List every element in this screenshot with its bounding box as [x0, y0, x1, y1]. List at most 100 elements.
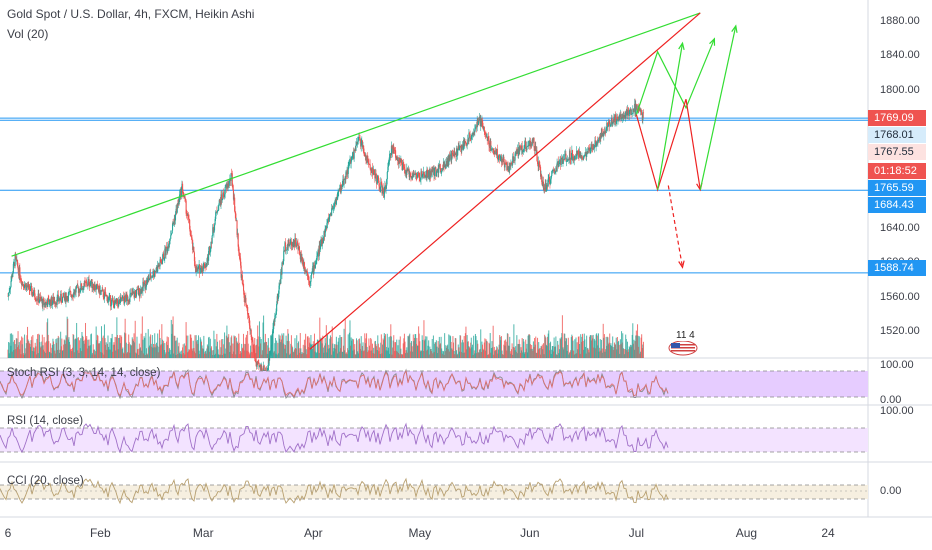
candle-body — [544, 187, 546, 191]
candle-body — [219, 200, 221, 201]
candle-body — [579, 151, 581, 157]
candle-body — [326, 222, 328, 229]
volume-bar — [293, 349, 295, 358]
volume-bar — [418, 333, 420, 358]
candle-body — [147, 277, 149, 279]
volume-bar — [477, 352, 479, 358]
candle-body — [602, 133, 604, 136]
candle-body — [502, 158, 504, 162]
volume-bar — [101, 352, 103, 358]
candle-body — [318, 245, 320, 257]
volume-bar — [312, 348, 314, 358]
volume-bar — [244, 344, 246, 358]
volume-bar — [296, 354, 298, 358]
volume-bar — [122, 352, 124, 358]
volume-bar — [132, 340, 134, 358]
candle-body — [390, 145, 392, 156]
volume-bar — [431, 338, 433, 358]
volume-bar — [408, 336, 410, 358]
candle-body — [157, 264, 159, 267]
candle-body — [619, 114, 621, 120]
candle-body — [505, 163, 507, 164]
candle-body — [16, 259, 19, 266]
price-label: 1588.74 — [868, 260, 926, 276]
volume-bar — [141, 350, 143, 358]
candle-body — [430, 170, 432, 177]
volume-bar — [100, 351, 102, 358]
candle-body — [82, 288, 84, 290]
event-badge[interactable]: 11 4 — [668, 330, 698, 356]
volume-bar — [460, 335, 462, 358]
volume-bar — [556, 354, 558, 358]
volume-bar — [534, 344, 536, 358]
candle-body — [483, 126, 485, 129]
volume-bar — [140, 333, 142, 358]
volume-bar — [383, 340, 385, 358]
volume-bar — [262, 322, 264, 358]
candle-body — [44, 302, 46, 306]
candle-body — [440, 168, 442, 172]
candle-body — [110, 305, 112, 307]
volume-bar — [98, 343, 100, 358]
candle-body — [216, 211, 218, 213]
volume-bar — [143, 336, 145, 358]
volume-bar — [161, 324, 163, 358]
candle-body — [227, 182, 229, 189]
volume-bar — [322, 347, 324, 358]
volume-bar — [132, 339, 134, 358]
candle-body — [290, 241, 292, 243]
volume-bar — [626, 350, 628, 358]
volume-bar — [519, 352, 521, 358]
candle-body — [636, 108, 638, 110]
candle-body — [293, 240, 295, 247]
volume-bar — [567, 337, 569, 358]
candle-body — [559, 159, 561, 163]
candle-body — [411, 176, 413, 179]
candle-body — [422, 171, 424, 175]
volume-bar — [121, 349, 123, 358]
candle-body — [405, 171, 407, 175]
volume-bar — [621, 342, 623, 358]
volume-bar — [202, 348, 204, 358]
candle-body — [400, 158, 402, 163]
candle-body — [619, 114, 621, 116]
candle-body — [263, 365, 265, 372]
candle-body — [367, 160, 369, 164]
volume-bar — [277, 353, 279, 358]
volume-bar — [484, 350, 486, 358]
volume-bar — [190, 334, 192, 358]
volume-bar — [135, 353, 137, 358]
candle-body — [361, 140, 363, 143]
candle-body — [254, 358, 256, 362]
candle-body — [169, 238, 171, 241]
candle-body — [128, 300, 130, 302]
volume-bar — [498, 344, 500, 358]
candle-body — [97, 285, 99, 290]
volume-bar — [447, 349, 449, 358]
candle-body — [43, 298, 45, 300]
candle-body — [213, 224, 216, 231]
volume-bar — [329, 338, 331, 358]
candle-body — [29, 286, 32, 291]
candle-body — [290, 241, 293, 246]
candle-body — [567, 158, 569, 160]
volume-bar — [150, 334, 152, 358]
candle-body — [582, 157, 584, 159]
volume-bar — [289, 353, 291, 358]
volume-bar — [339, 335, 341, 358]
candle-body — [14, 262, 16, 267]
candle-body — [437, 169, 439, 173]
candle-body — [531, 143, 533, 146]
volume-bar — [464, 352, 466, 358]
volume-bar — [581, 336, 583, 358]
candle-body — [257, 362, 259, 364]
volume-bar — [345, 352, 347, 358]
volume-bar — [318, 341, 320, 358]
volume-bar — [13, 350, 15, 358]
volume-bar — [377, 335, 379, 358]
volume-bar — [41, 334, 43, 358]
volume-bar — [544, 334, 546, 358]
candle-body — [451, 153, 453, 154]
volume-bar — [635, 335, 637, 358]
